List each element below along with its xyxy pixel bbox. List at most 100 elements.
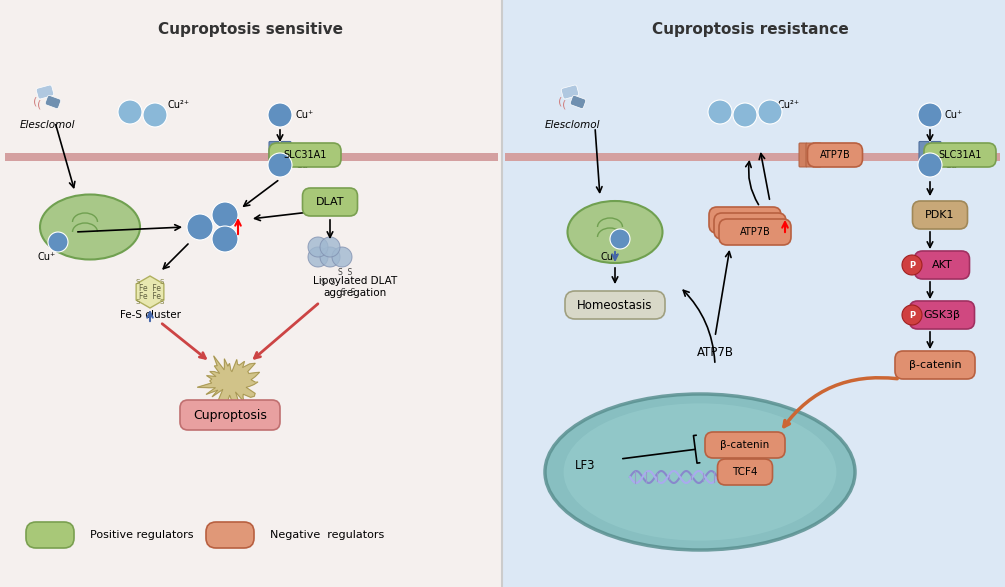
FancyBboxPatch shape (799, 143, 807, 167)
FancyBboxPatch shape (719, 219, 791, 245)
Text: GSK3β: GSK3β (924, 310, 961, 320)
Circle shape (308, 247, 328, 267)
Circle shape (902, 305, 922, 325)
Bar (5, 153, 498, 157)
FancyBboxPatch shape (269, 141, 279, 168)
Text: SLC31A1: SLC31A1 (939, 150, 982, 160)
Circle shape (212, 226, 238, 252)
Text: TCF4: TCF4 (733, 467, 758, 477)
Text: P: P (909, 311, 916, 319)
Ellipse shape (564, 403, 836, 541)
Bar (505, 157, 1000, 161)
FancyBboxPatch shape (895, 351, 975, 379)
Circle shape (320, 237, 340, 257)
Circle shape (733, 103, 757, 127)
Text: Cu⁺: Cu⁺ (295, 160, 314, 170)
Circle shape (48, 232, 68, 252)
FancyBboxPatch shape (806, 143, 814, 167)
Text: AKT: AKT (932, 260, 953, 270)
Text: Cuproptosis: Cuproptosis (193, 409, 267, 421)
Text: SLC31A1: SLC31A1 (283, 150, 327, 160)
FancyBboxPatch shape (714, 213, 786, 239)
FancyBboxPatch shape (281, 141, 291, 168)
Text: Cuproptosis resistance: Cuproptosis resistance (651, 22, 848, 37)
Text: β-catenin: β-catenin (721, 440, 770, 450)
FancyBboxPatch shape (709, 207, 781, 233)
Circle shape (610, 229, 630, 249)
Text: Homeostasis: Homeostasis (577, 299, 653, 312)
Bar (505, 153, 1000, 157)
Text: β-catenin: β-catenin (909, 360, 962, 370)
Text: LF3: LF3 (575, 458, 595, 471)
Text: S: S (136, 299, 140, 305)
Circle shape (708, 100, 732, 124)
Text: S: S (160, 299, 164, 305)
Bar (5, 157, 498, 161)
FancyBboxPatch shape (718, 459, 773, 485)
Circle shape (308, 237, 328, 257)
FancyBboxPatch shape (910, 301, 975, 329)
Text: Cu⁺: Cu⁺ (295, 110, 314, 120)
Text: ATP7B: ATP7B (735, 221, 766, 231)
Text: Cu⁺: Cu⁺ (945, 110, 963, 120)
Text: Elesclomol: Elesclomol (545, 120, 601, 130)
Text: Cu²⁺: Cu²⁺ (168, 100, 190, 110)
Text: (: ( (33, 96, 37, 106)
Text: (: ( (562, 99, 567, 109)
Text: Cu⁺: Cu⁺ (945, 160, 963, 170)
FancyBboxPatch shape (807, 143, 862, 167)
Circle shape (187, 214, 213, 240)
Text: Cu²⁺: Cu²⁺ (778, 100, 800, 110)
FancyBboxPatch shape (180, 400, 280, 430)
FancyBboxPatch shape (561, 85, 579, 99)
FancyBboxPatch shape (570, 96, 586, 109)
Ellipse shape (545, 394, 855, 550)
Text: ATP7B: ATP7B (730, 215, 761, 225)
Text: Cuproptosis sensitive: Cuproptosis sensitive (158, 22, 343, 37)
Circle shape (332, 247, 352, 267)
Circle shape (320, 247, 340, 267)
Text: P: P (909, 261, 916, 269)
FancyBboxPatch shape (206, 522, 254, 548)
Circle shape (268, 103, 292, 127)
Text: Negative  regulators: Negative regulators (270, 530, 384, 540)
Circle shape (118, 100, 142, 124)
Text: Lipoylated DLAT
aggregation: Lipoylated DLAT aggregation (313, 276, 397, 298)
Ellipse shape (568, 201, 662, 263)
Text: Fe  Fe: Fe Fe (139, 292, 161, 301)
FancyBboxPatch shape (913, 201, 968, 229)
Text: ATP7B: ATP7B (740, 227, 771, 237)
Text: S  S: S S (338, 268, 352, 276)
Circle shape (758, 100, 782, 124)
FancyBboxPatch shape (269, 143, 341, 167)
FancyBboxPatch shape (931, 141, 941, 168)
FancyBboxPatch shape (915, 251, 970, 279)
Ellipse shape (40, 194, 140, 259)
Text: Fe-S cluster: Fe-S cluster (120, 310, 181, 320)
FancyBboxPatch shape (565, 291, 665, 319)
FancyBboxPatch shape (26, 522, 74, 548)
Text: DLAT: DLAT (316, 197, 345, 207)
FancyBboxPatch shape (36, 85, 53, 99)
Circle shape (212, 202, 238, 228)
Text: Cu⁺: Cu⁺ (601, 252, 619, 262)
Text: S: S (136, 279, 140, 285)
FancyBboxPatch shape (45, 96, 60, 109)
Bar (502, 0, 1005, 587)
Text: Positive regulators: Positive regulators (90, 530, 194, 540)
Text: (: ( (37, 99, 41, 109)
Circle shape (143, 103, 167, 127)
Text: Cu⁺: Cu⁺ (38, 252, 56, 262)
Circle shape (918, 103, 942, 127)
Text: S  S: S S (341, 288, 355, 296)
Text: S: S (160, 279, 164, 285)
Circle shape (268, 153, 292, 177)
FancyBboxPatch shape (919, 141, 929, 168)
Text: ATP7B: ATP7B (820, 150, 850, 160)
FancyBboxPatch shape (813, 143, 821, 167)
FancyBboxPatch shape (705, 432, 785, 458)
Text: ATP7B: ATP7B (696, 346, 734, 359)
FancyBboxPatch shape (303, 188, 358, 216)
FancyBboxPatch shape (924, 143, 996, 167)
Text: Elesclomol: Elesclomol (20, 120, 75, 130)
